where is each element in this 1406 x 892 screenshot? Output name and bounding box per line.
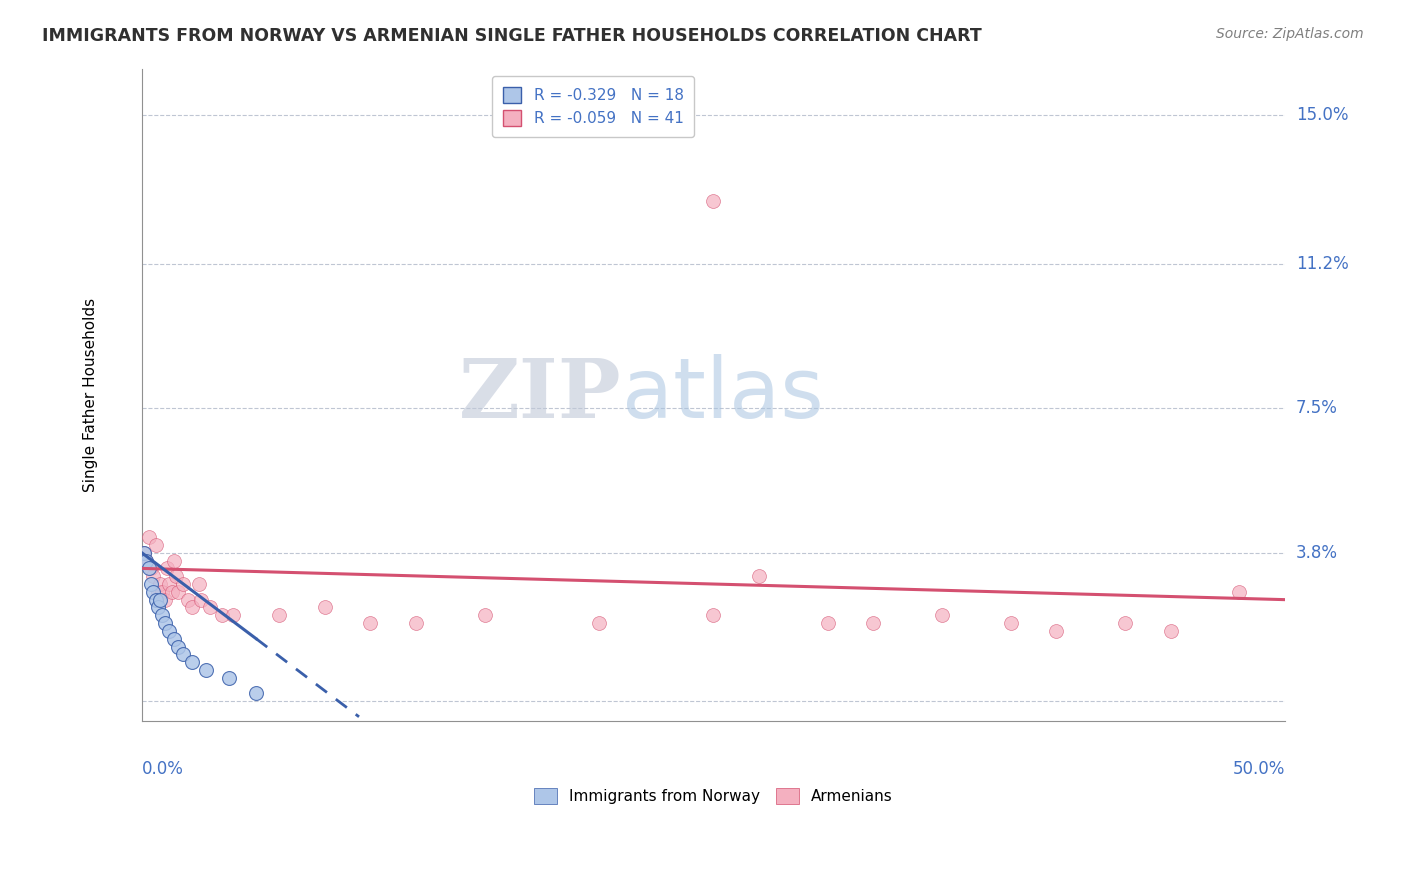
Point	[194, 663, 217, 677]
Point	[188, 577, 211, 591]
Point	[314, 600, 336, 615]
Point	[1160, 624, 1182, 638]
Point	[163, 632, 186, 646]
Point	[359, 616, 381, 631]
Point	[181, 655, 204, 669]
Point	[702, 608, 724, 623]
Point	[134, 546, 156, 560]
Point	[817, 616, 839, 631]
Point	[157, 577, 180, 591]
Point	[190, 592, 212, 607]
Text: ZIP: ZIP	[460, 355, 621, 434]
Text: 0.0%: 0.0%	[142, 760, 184, 778]
Text: Single Father Households: Single Father Households	[83, 298, 98, 491]
Point	[200, 600, 222, 615]
Point	[167, 584, 190, 599]
Point	[163, 553, 186, 567]
Point	[931, 608, 953, 623]
Point	[153, 592, 176, 607]
Point	[588, 616, 610, 631]
Point	[157, 624, 180, 638]
Point	[245, 686, 267, 700]
Text: 3.8%: 3.8%	[1296, 544, 1339, 562]
Text: atlas: atlas	[621, 354, 824, 435]
Point	[218, 671, 240, 685]
Point	[138, 561, 160, 575]
Text: Source: ZipAtlas.com: Source: ZipAtlas.com	[1216, 27, 1364, 41]
Point	[135, 553, 157, 567]
Point	[145, 538, 167, 552]
Point	[152, 608, 174, 623]
Point	[862, 616, 884, 631]
Point	[702, 194, 724, 209]
Legend: Immigrants from Norway, Armenians: Immigrants from Norway, Armenians	[527, 780, 900, 812]
Point	[145, 592, 167, 607]
Point	[135, 553, 157, 567]
Point	[156, 561, 179, 575]
Point	[1045, 624, 1067, 638]
Point	[149, 592, 172, 607]
Point	[165, 569, 187, 583]
Point	[172, 648, 194, 662]
Point	[146, 600, 169, 615]
Point	[134, 546, 156, 560]
Point	[153, 616, 176, 631]
Text: 15.0%: 15.0%	[1296, 106, 1348, 124]
Text: IMMIGRANTS FROM NORWAY VS ARMENIAN SINGLE FATHER HOUSEHOLDS CORRELATION CHART: IMMIGRANTS FROM NORWAY VS ARMENIAN SINGL…	[42, 27, 981, 45]
Point	[172, 577, 194, 591]
Text: 11.2%: 11.2%	[1296, 255, 1348, 273]
Point	[211, 608, 233, 623]
Point	[222, 608, 245, 623]
Point	[146, 584, 169, 599]
Point	[138, 530, 160, 544]
Point	[1227, 584, 1250, 599]
Point	[405, 616, 427, 631]
Text: 7.5%: 7.5%	[1296, 400, 1339, 417]
Point	[181, 600, 204, 615]
Point	[142, 569, 165, 583]
Point	[160, 584, 183, 599]
Point	[149, 577, 172, 591]
Text: 50.0%: 50.0%	[1233, 760, 1285, 778]
Point	[748, 569, 770, 583]
Point	[139, 577, 162, 591]
Point	[1114, 616, 1136, 631]
Point	[267, 608, 290, 623]
Point	[176, 592, 198, 607]
Point	[139, 561, 162, 575]
Point	[474, 608, 496, 623]
Point	[142, 584, 165, 599]
Point	[1000, 616, 1022, 631]
Point	[152, 584, 174, 599]
Point	[167, 640, 190, 654]
